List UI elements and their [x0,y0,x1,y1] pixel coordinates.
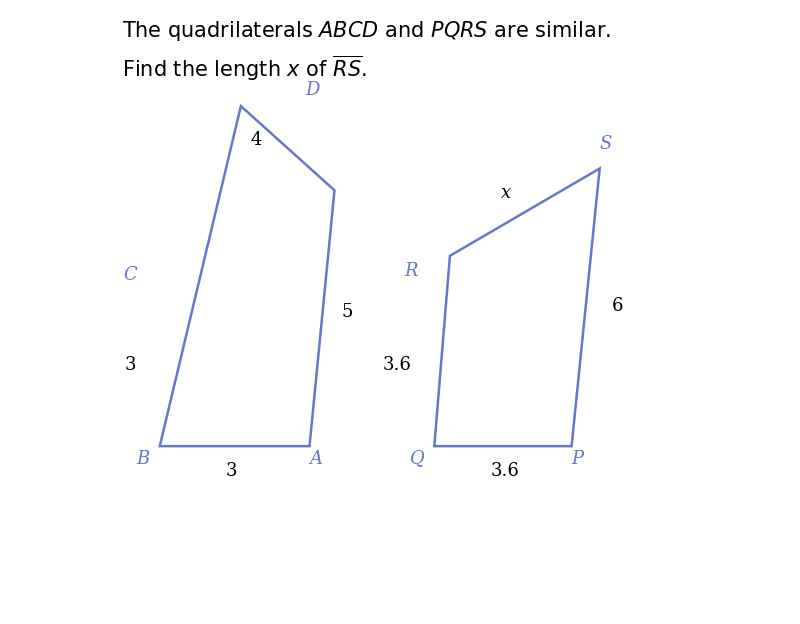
Text: B: B [136,450,150,467]
Text: C: C [123,266,138,283]
Text: R: R [405,263,418,280]
Text: 3: 3 [125,356,136,374]
Text: 3.6: 3.6 [382,356,411,374]
Text: A: A [310,450,322,467]
Text: x: x [501,185,511,202]
Text: Q: Q [410,450,425,467]
Text: 4: 4 [250,132,262,149]
Text: The quadrilaterals $\mathit{ABCD}$ and $\mathit{PQRS}$ are similar.: The quadrilaterals $\mathit{ABCD}$ and $… [122,19,611,43]
Text: 3: 3 [226,462,238,480]
Text: 5: 5 [342,303,353,321]
Text: 3.6: 3.6 [490,462,519,480]
Text: D: D [306,82,320,99]
Text: S: S [600,135,612,152]
Text: 6: 6 [611,297,623,314]
Text: P: P [572,450,584,467]
Text: Find the length $\mathit{x}$ of $\mathit{\overline{RS}}$.: Find the length $\mathit{x}$ of $\mathit… [122,54,367,83]
